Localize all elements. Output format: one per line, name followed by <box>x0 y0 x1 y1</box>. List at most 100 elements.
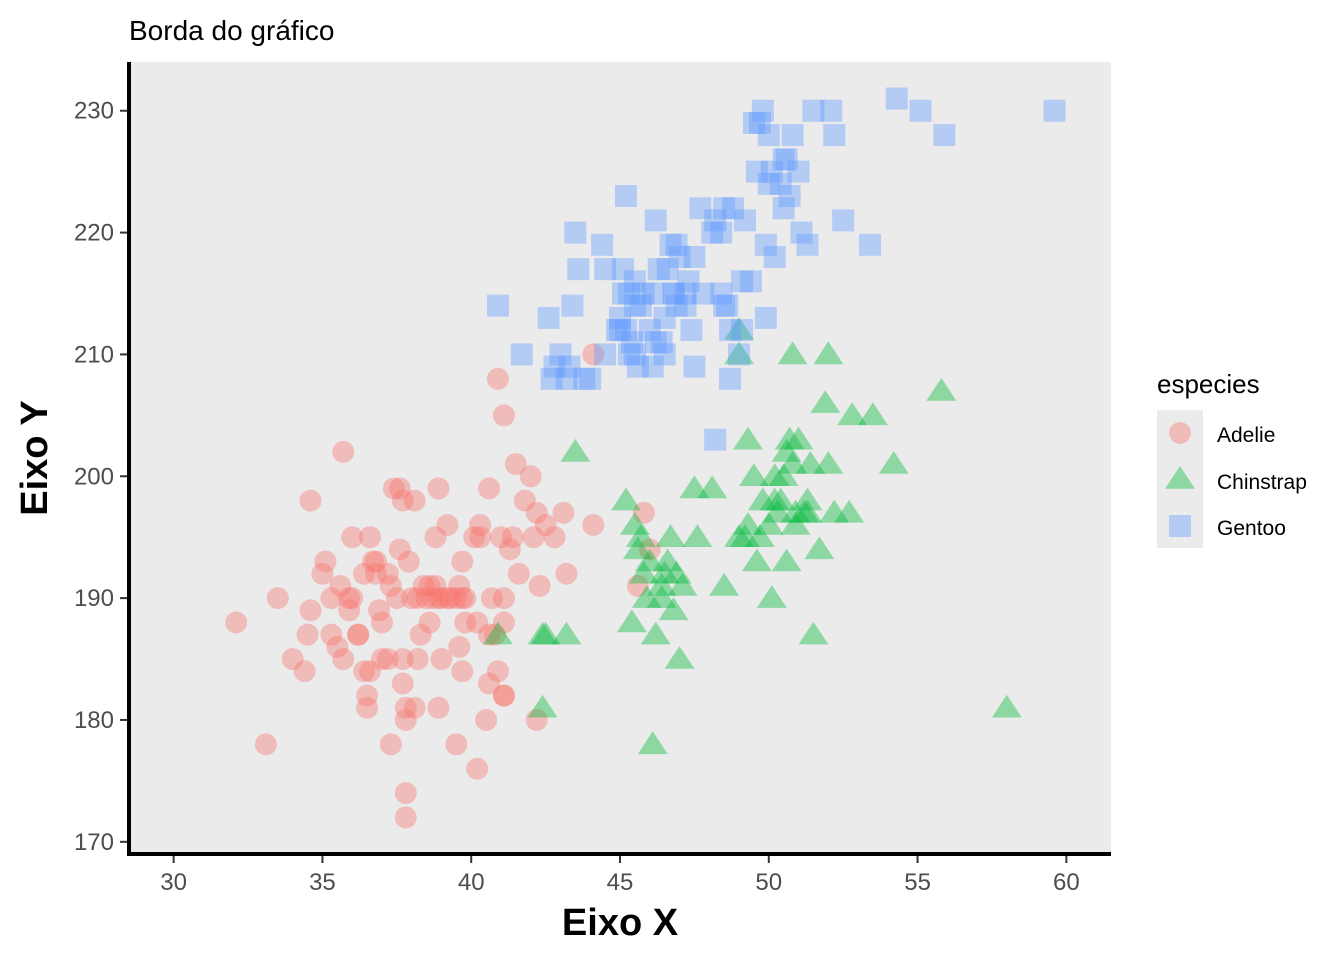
data-point <box>823 124 846 147</box>
data-point <box>763 245 786 268</box>
legend-key-background <box>1157 410 1203 548</box>
x-tick-label: 35 <box>309 869 336 896</box>
data-point <box>619 512 650 535</box>
data-point <box>466 611 489 634</box>
legend-label-adelie: Adelie <box>1217 424 1275 447</box>
data-point <box>394 708 417 731</box>
data-point <box>424 526 447 549</box>
data-point <box>299 599 322 622</box>
data-point <box>469 526 492 549</box>
data-point <box>748 111 771 134</box>
data-point <box>771 548 802 572</box>
data-point <box>926 378 957 401</box>
data-point <box>451 587 474 610</box>
data-point <box>754 306 777 329</box>
legend-label-gentoo: Gentoo <box>1217 517 1286 540</box>
data-point <box>332 648 355 671</box>
data-point <box>388 538 411 561</box>
data-point <box>662 282 685 305</box>
data-point <box>489 526 512 549</box>
legend-key-chinstrap <box>1165 466 1195 489</box>
data-point <box>774 426 805 450</box>
data-point <box>397 550 420 573</box>
data-point <box>356 696 379 719</box>
data-point <box>391 648 414 671</box>
data-point <box>741 548 772 572</box>
data-point <box>320 587 343 610</box>
data-point <box>710 282 733 305</box>
data-point <box>656 258 679 281</box>
series-chinstrap <box>483 317 1022 755</box>
data-point <box>320 623 343 646</box>
data-point <box>665 294 688 317</box>
data-point <box>858 233 881 256</box>
data-point <box>747 487 778 511</box>
data-point <box>579 367 602 390</box>
data-point <box>486 294 509 317</box>
data-point <box>667 572 698 596</box>
data-point <box>382 477 405 500</box>
data-point <box>683 355 706 378</box>
data-point <box>716 294 739 317</box>
data-point <box>525 708 548 731</box>
data-point <box>445 587 468 610</box>
data-point <box>406 648 429 671</box>
data-point <box>481 587 504 610</box>
data-point <box>704 209 727 232</box>
data-point <box>469 514 492 537</box>
data-point <box>724 341 754 365</box>
data-point <box>478 672 501 695</box>
data-point <box>769 172 792 195</box>
data-point <box>653 306 676 329</box>
data-point <box>478 477 501 500</box>
legend-title: especies <box>1157 369 1260 399</box>
data-point <box>638 319 661 342</box>
data-point <box>787 160 810 183</box>
data-point <box>802 99 825 122</box>
data-point <box>655 524 686 547</box>
data-point <box>697 475 728 499</box>
legend-key-gentoo <box>1169 515 1191 537</box>
data-point <box>582 343 605 366</box>
data-point <box>560 438 591 462</box>
data-point <box>634 548 665 572</box>
data-point <box>332 440 355 463</box>
data-point <box>756 585 787 608</box>
data-point <box>483 621 513 645</box>
data-point <box>837 402 868 426</box>
data-point <box>492 684 515 707</box>
data-point <box>719 319 742 342</box>
y-axis-title: Eixo Y <box>14 400 56 515</box>
data-point <box>796 233 819 256</box>
data-point <box>558 355 581 378</box>
data-point <box>492 684 515 707</box>
data-point <box>519 465 542 488</box>
data-point <box>376 562 399 585</box>
data-point <box>436 587 459 610</box>
data-point <box>730 524 760 547</box>
data-point <box>629 294 652 317</box>
data-point <box>674 282 697 305</box>
data-point <box>724 317 754 340</box>
data-point <box>527 694 558 718</box>
data-point <box>653 343 676 366</box>
x-tick-label: 50 <box>755 869 782 896</box>
data-point <box>504 453 527 476</box>
data-point <box>594 343 617 366</box>
data-point <box>731 270 754 293</box>
data-point <box>609 319 631 342</box>
data-point <box>406 587 429 610</box>
data-point <box>626 355 649 378</box>
data-point <box>617 282 640 305</box>
data-point <box>641 355 664 378</box>
data-point <box>771 438 802 462</box>
data-point <box>628 560 659 584</box>
data-point <box>379 733 402 756</box>
data-point <box>661 560 692 584</box>
data-point <box>254 733 277 756</box>
data-point <box>759 487 790 511</box>
data-point <box>644 209 667 232</box>
data-point <box>804 536 835 560</box>
data-point <box>454 611 477 634</box>
data-point <box>789 499 820 523</box>
